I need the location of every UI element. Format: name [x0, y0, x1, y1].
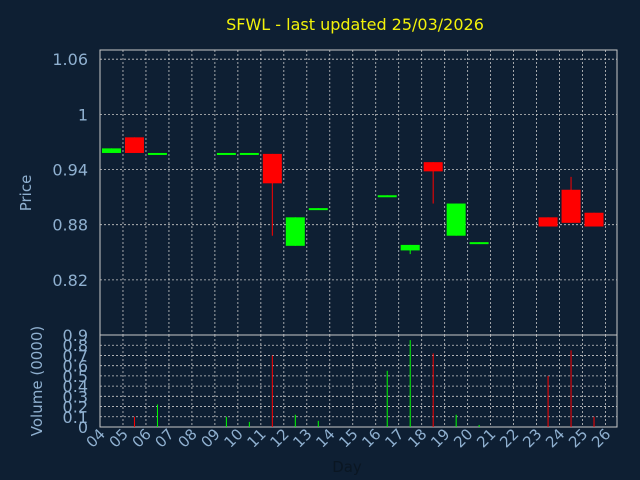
volume-tick-label: 0.9	[63, 326, 88, 345]
volume-tick-label: 0.4	[63, 377, 88, 396]
candle-body	[377, 195, 397, 198]
volume-grid	[99, 334, 618, 428]
candle-body	[538, 217, 558, 227]
price-axis-ticks: 1.06 1 0.94 0.88 0.82	[52, 50, 88, 290]
volume-tick-label: 0	[78, 418, 88, 437]
volume-tick-label: 0.5	[63, 367, 88, 386]
day-axis-ticks: 0405060708091011121314151617181920212223…	[83, 425, 615, 451]
candle-body	[446, 203, 466, 236]
candle-body	[469, 242, 489, 245]
volume-tick-label: 0.8	[63, 336, 88, 355]
candle-body	[285, 217, 305, 246]
candle-body	[584, 212, 604, 227]
price-tick-label: 1.06	[52, 50, 88, 69]
candle-body	[147, 152, 167, 155]
price-axis-label: Price	[17, 175, 35, 212]
chart-title: SFWL - last updated 25/03/2026	[226, 15, 484, 34]
candle-body	[262, 153, 282, 184]
candle-body	[423, 162, 443, 172]
day-axis-label: Day	[332, 458, 362, 476]
candle-body	[216, 152, 236, 155]
volume-tick-label: 0.6	[63, 357, 88, 376]
candle-body	[124, 137, 144, 153]
price-tick-label: 0.88	[52, 216, 88, 235]
volume-tick-label: 0.1	[63, 408, 88, 427]
volume-tick-label: 0.7	[63, 346, 88, 365]
candle-body	[400, 244, 420, 251]
candle-body	[561, 189, 581, 223]
volume-bars	[133, 340, 595, 427]
volume-axis-ticks: 0.90.80.70.60.50.40.30.20.10	[63, 326, 88, 437]
volume-panel-frame	[99, 334, 618, 428]
price-candles	[101, 137, 604, 255]
volume-tick-label: 0.3	[63, 387, 88, 406]
price-panel-frame	[99, 49, 618, 336]
candle-body	[101, 148, 121, 153]
volume-tick-label: 0.2	[63, 398, 88, 417]
price-tick-label: 1	[78, 105, 88, 124]
candle-body	[308, 208, 328, 211]
volume-axis-label: Volume (0000)	[28, 326, 46, 436]
price-grid	[99, 49, 618, 336]
price-tick-label: 0.82	[52, 271, 88, 290]
candle-body	[239, 152, 259, 155]
day-tick-label: 26	[588, 425, 614, 451]
price-tick-label: 0.94	[52, 161, 88, 180]
